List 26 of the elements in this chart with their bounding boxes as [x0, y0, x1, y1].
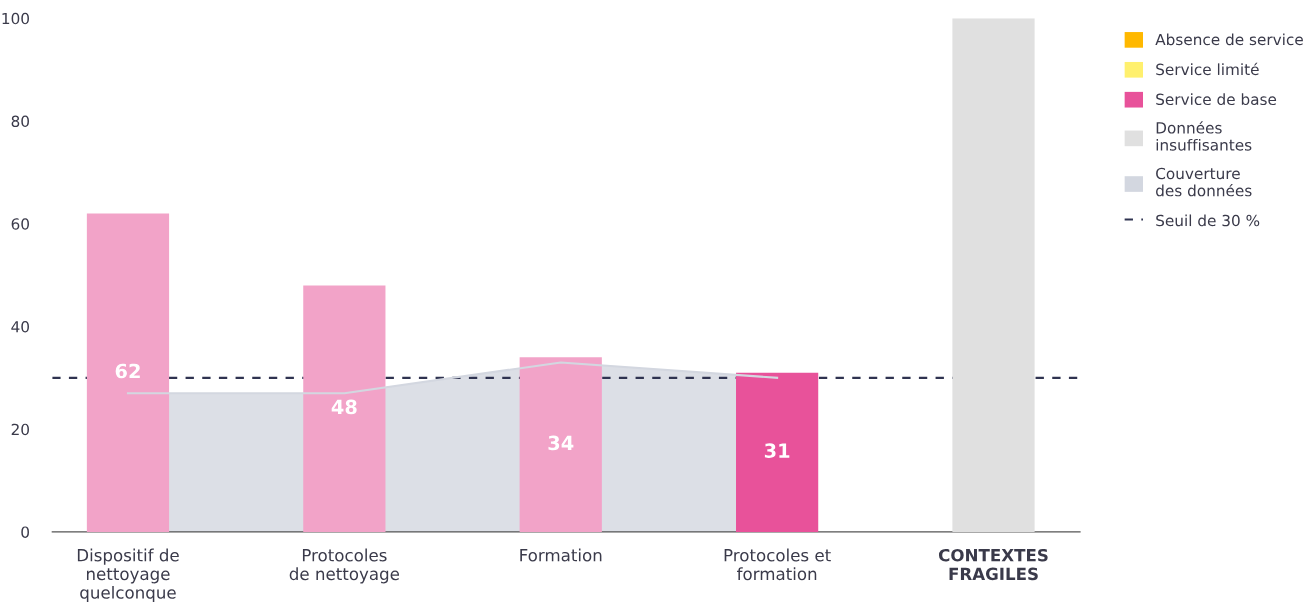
- bar: [86, 213, 170, 532]
- legend-label: Données insuffisantes: [1156, 121, 1252, 151]
- bar: [303, 285, 386, 532]
- x-tick-label: Protocoles de nettoyage: [289, 548, 400, 584]
- bar: [952, 18, 1035, 532]
- y-tick-label: 20: [11, 423, 29, 436]
- y-tick-label: 0: [21, 526, 29, 538]
- data-label: 48: [331, 399, 357, 415]
- data-label: 31: [764, 443, 790, 458]
- y-tick-label: 100: [2, 12, 29, 25]
- y-tick-label: 80: [11, 115, 29, 128]
- legend-label: Service limité: [1156, 62, 1259, 76]
- data-label: 62: [115, 363, 140, 379]
- legend-label: Absence de service: [1155, 33, 1303, 46]
- legend-label: Service de base: [1156, 93, 1277, 106]
- bar: [736, 372, 819, 532]
- legend-label: Seuil de 30 %: [1156, 214, 1260, 227]
- x-tick-label: Dispositif de nettoyage quelconque: [77, 548, 179, 603]
- bar: [519, 357, 602, 532]
- y-tick-label: 40: [11, 320, 29, 333]
- x-tick-label: CONTEXTES FRAGILES: [938, 548, 1048, 581]
- data-label: 34: [548, 435, 574, 451]
- y-tick-label: 60: [11, 218, 29, 230]
- x-tick-label: Protocoles et formation: [724, 548, 831, 581]
- x-tick-label: Formation: [520, 548, 602, 562]
- legend-label: Couverture des données: [1156, 167, 1252, 197]
